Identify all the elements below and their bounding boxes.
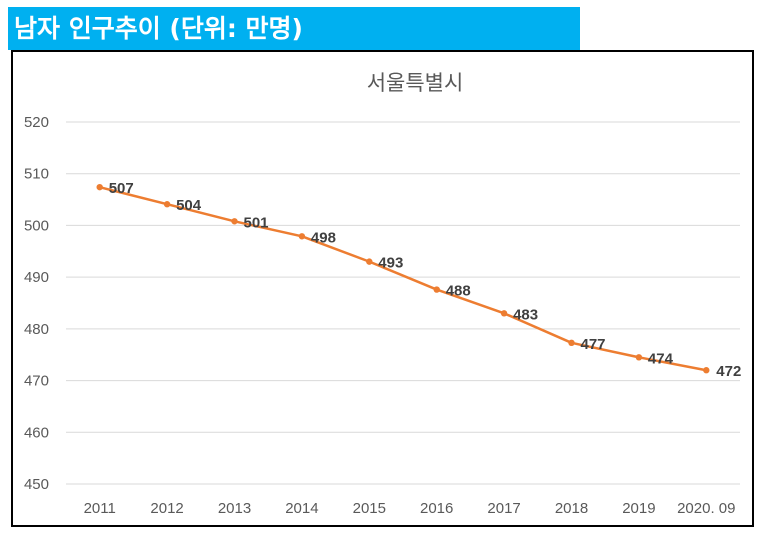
- x-tick-label: 2013: [218, 500, 251, 517]
- y-tick-label: 470: [24, 373, 49, 390]
- data-point: [635, 354, 643, 361]
- y-tick-label: 500: [24, 217, 49, 234]
- data-label: 498: [311, 229, 336, 246]
- y-tick-label: 490: [24, 269, 49, 286]
- y-tick-label: 520: [24, 114, 49, 131]
- y-tick-label: 460: [24, 424, 49, 441]
- x-tick-label: 2011: [84, 500, 116, 517]
- data-label: 483: [513, 306, 538, 323]
- x-axis-ticks: 2011 2012 2013 2014 2015 2016 2017 2018 2019 2020…: [84, 500, 736, 517]
- x-tick-label: 2020. 09: [677, 500, 735, 517]
- page-title: 남자 인구추이 (단위: 만명): [8, 7, 580, 50]
- x-tick-label: 2014: [285, 500, 318, 517]
- data-label: 504: [176, 197, 202, 214]
- series-line-layer: [99, 185, 707, 372]
- x-tick-label: 2017: [487, 500, 520, 517]
- data-points: [96, 183, 710, 374]
- grid-lines: [66, 121, 740, 485]
- y-axis-ticks: 450 460 470 480 490 500 510 520: [24, 114, 49, 493]
- data-label: 501: [244, 214, 269, 231]
- y-tick-label: 450: [24, 476, 49, 493]
- x-tick-label: 2012: [150, 500, 183, 517]
- data-point: [366, 258, 373, 265]
- data-label: 472: [716, 363, 741, 380]
- data-point: [568, 339, 575, 347]
- y-tick-label: 510: [24, 166, 49, 183]
- data-labels: 507 504 501 498 493 488 483 477 474 472: [109, 180, 742, 380]
- data-point: [500, 310, 508, 317]
- x-tick-label: 2015: [353, 500, 386, 517]
- y-tick-label: 480: [24, 321, 49, 338]
- data-label: 477: [581, 336, 606, 353]
- x-tick-label: 2019: [622, 500, 655, 517]
- data-label: 507: [109, 180, 134, 197]
- data-point: [298, 233, 306, 240]
- data-point: [96, 183, 103, 191]
- chart-title: 서울특별시: [367, 71, 464, 95]
- data-point: [703, 367, 710, 374]
- x-tick-label: 2018: [555, 500, 588, 517]
- data-point: [433, 286, 440, 293]
- data-label: 474: [648, 350, 674, 367]
- data-label: 493: [378, 255, 403, 272]
- chart-frame: [11, 50, 754, 527]
- data-point: [231, 218, 238, 225]
- x-tick-label: 2016: [420, 500, 453, 517]
- series-line: [99, 185, 707, 372]
- data-point: [163, 201, 171, 208]
- data-label: 488: [446, 283, 471, 300]
